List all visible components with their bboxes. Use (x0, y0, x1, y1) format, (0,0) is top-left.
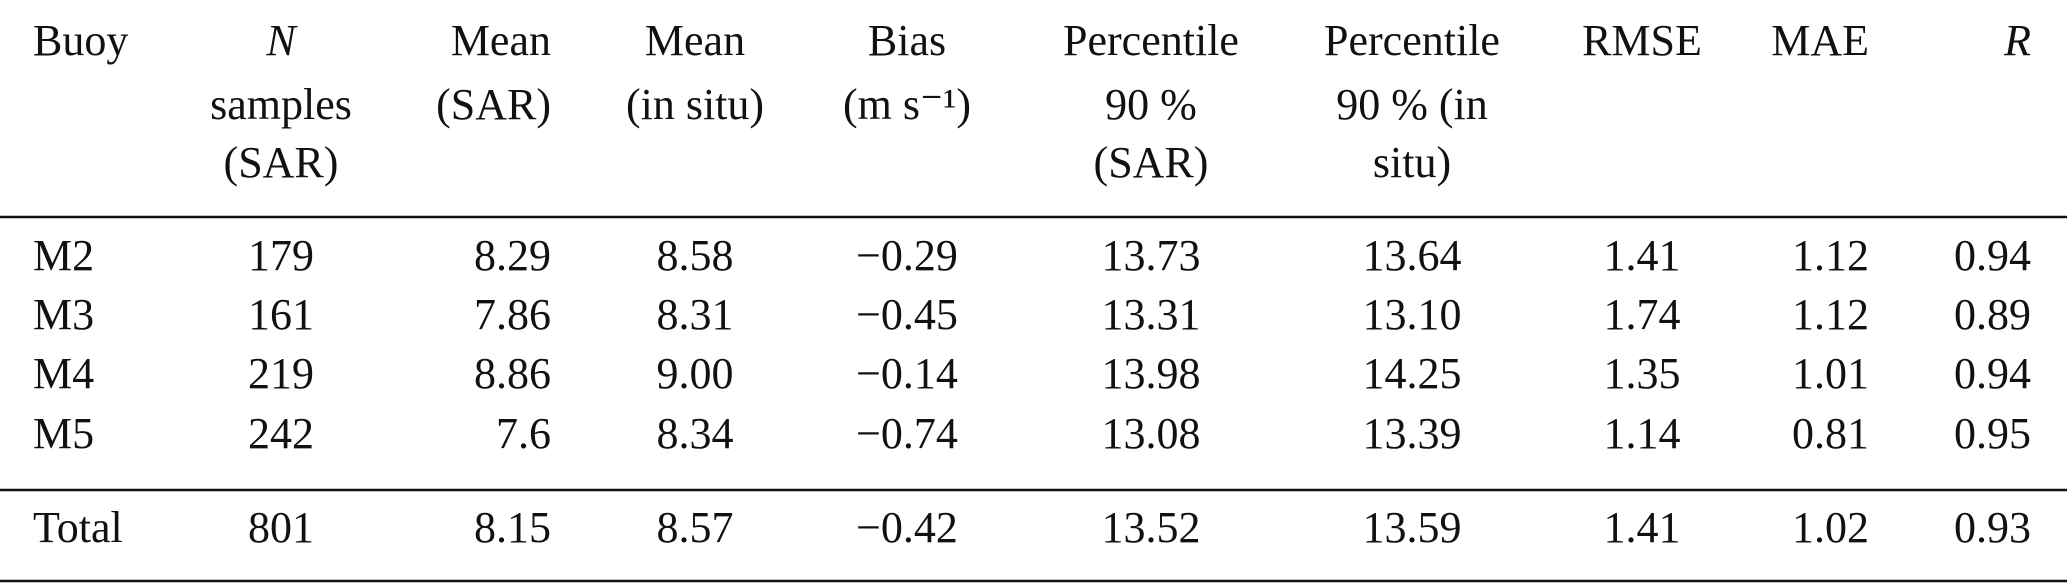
table-cell: 7.6 (496, 409, 551, 458)
total-cell: 8.15 (474, 503, 551, 552)
total-cell: 801 (248, 503, 314, 552)
table-cell: 0.95 (1954, 409, 2031, 458)
total-cell: 0.93 (1954, 503, 2031, 552)
table-cell: 13.08 (1102, 409, 1201, 458)
header-cell: (in situ) (626, 80, 764, 129)
table-cell: 8.29 (474, 231, 551, 280)
table-cell: 13.10 (1363, 290, 1462, 339)
table-cell: 1.41 (1604, 231, 1681, 280)
table-cell: 8.58 (657, 231, 734, 280)
header-cell: N (265, 16, 298, 65)
table-cell: 13.73 (1102, 231, 1201, 280)
header-cell: Percentile (1063, 16, 1239, 65)
header-cell: R (2003, 16, 2031, 65)
header-cell: RMSE (1582, 16, 1702, 65)
table-cell: 0.94 (1954, 231, 2031, 280)
table-cell: M4 (33, 349, 94, 398)
header-cell: MAE (1771, 16, 1869, 65)
header-cell: Mean (645, 16, 745, 65)
header-cell: Bias (868, 16, 946, 65)
header-cell: Mean (451, 16, 551, 65)
table-cell: 7.86 (474, 290, 551, 339)
header-cell: 90 % (1105, 80, 1197, 129)
table-cell: 219 (248, 349, 314, 398)
table-cell: 1.12 (1792, 231, 1869, 280)
header-cell: (SAR) (224, 138, 339, 187)
header-cell: samples (210, 80, 352, 129)
table-cell: −0.29 (856, 231, 958, 280)
total-cell: Total (33, 503, 123, 552)
table-cell: 8.34 (657, 409, 734, 458)
table-cell: −0.14 (856, 349, 958, 398)
table-cell: 1.35 (1604, 349, 1681, 398)
total-cell: −0.42 (856, 503, 958, 552)
total-cell: 1.41 (1604, 503, 1681, 552)
table-cell: 1.14 (1604, 409, 1681, 458)
table-cell: 179 (248, 231, 314, 280)
table-cell: 13.98 (1102, 349, 1201, 398)
header-cell: (SAR) (1094, 138, 1209, 187)
table-cell: M2 (33, 231, 94, 280)
table-cell: 1.74 (1604, 290, 1681, 339)
table-cell: 0.94 (1954, 349, 2031, 398)
header-cell: 90 % (in (1336, 80, 1488, 129)
table-cell: −0.74 (856, 409, 958, 458)
table-cell: 13.31 (1102, 290, 1201, 339)
table-cell: 13.39 (1363, 409, 1462, 458)
total-cell: 13.59 (1363, 503, 1462, 552)
header-cell: Percentile (1324, 16, 1500, 65)
table-cell: 1.12 (1792, 290, 1869, 339)
table-cell: 8.31 (657, 290, 734, 339)
header-cell: (SAR) (436, 80, 551, 129)
table-cell: 242 (248, 409, 314, 458)
table-cell: 8.86 (474, 349, 551, 398)
table-cell: 9.00 (657, 349, 734, 398)
table-cell: M5 (33, 409, 94, 458)
total-cell: 13.52 (1102, 503, 1201, 552)
table-cell: 0.89 (1954, 290, 2031, 339)
total-cell: 8.57 (657, 503, 734, 552)
header-cell: situ) (1373, 138, 1451, 187)
table-cell: 161 (248, 290, 314, 339)
table-cell: M3 (33, 290, 94, 339)
table-cell: 0.81 (1792, 409, 1869, 458)
header-cell: Buoy (33, 16, 128, 65)
total-cell: 1.02 (1792, 503, 1869, 552)
header-cell: (m s⁻¹) (843, 80, 971, 129)
table-cell: −0.45 (856, 290, 958, 339)
table-cell: 13.64 (1363, 231, 1462, 280)
table-cell: 14.25 (1363, 349, 1462, 398)
table-cell: 1.01 (1792, 349, 1869, 398)
